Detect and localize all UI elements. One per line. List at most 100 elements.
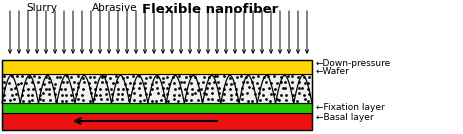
Point	[123, 88, 131, 90]
Point	[121, 83, 128, 85]
Point	[42, 88, 49, 90]
Point	[281, 87, 288, 89]
Point	[260, 75, 267, 78]
Point	[230, 82, 238, 84]
Point	[45, 93, 52, 95]
Point	[28, 81, 35, 83]
Point	[233, 76, 240, 78]
Point	[125, 99, 132, 101]
Point	[152, 100, 160, 102]
Point	[277, 81, 284, 83]
Point	[59, 81, 66, 83]
Point	[244, 99, 251, 102]
Point	[125, 94, 133, 96]
Point	[118, 98, 125, 100]
Point	[53, 100, 60, 102]
Point	[304, 82, 311, 84]
Point	[69, 88, 76, 90]
Point	[175, 75, 182, 78]
Text: Abrasive: Abrasive	[92, 3, 138, 13]
Point	[208, 87, 215, 89]
Point	[209, 81, 217, 83]
Point	[0, 81, 8, 83]
Point	[188, 93, 195, 95]
Point	[170, 94, 178, 96]
Point	[113, 81, 121, 83]
Point	[266, 82, 274, 84]
Point	[194, 89, 201, 91]
Point	[67, 76, 75, 78]
Point	[23, 82, 30, 84]
Point	[91, 98, 98, 100]
Point	[169, 75, 176, 78]
Point	[237, 75, 244, 77]
Point	[141, 82, 148, 84]
Point	[45, 81, 53, 83]
Point	[208, 98, 216, 100]
Point	[80, 81, 87, 83]
Point	[300, 98, 307, 100]
Point	[203, 87, 210, 90]
Point	[243, 81, 250, 83]
Point	[298, 87, 305, 89]
Point	[255, 92, 263, 94]
Point	[238, 87, 245, 89]
Point	[86, 82, 93, 84]
Point	[270, 93, 277, 95]
Point	[1, 75, 8, 77]
Point	[17, 82, 25, 84]
Point	[266, 93, 274, 95]
Point	[287, 81, 294, 83]
Point	[63, 75, 71, 77]
Point	[194, 82, 201, 84]
Point	[75, 75, 82, 77]
Point	[112, 75, 119, 77]
Point	[29, 88, 37, 90]
Point	[108, 99, 115, 101]
Point	[281, 81, 288, 83]
Point	[6, 82, 13, 85]
Point	[114, 93, 121, 95]
Point	[142, 77, 149, 79]
Point	[300, 82, 308, 84]
Point	[74, 82, 81, 84]
Point	[79, 98, 87, 101]
Point	[19, 100, 27, 102]
Point	[74, 98, 81, 100]
Point	[63, 94, 70, 96]
Point	[266, 100, 274, 102]
Point	[243, 92, 250, 94]
Point	[152, 81, 160, 83]
Point	[242, 76, 250, 78]
Point	[153, 87, 160, 89]
Point	[304, 88, 311, 90]
Point	[102, 88, 109, 90]
Point	[136, 100, 144, 102]
Point	[74, 86, 81, 89]
Point	[163, 93, 171, 96]
Point	[79, 77, 86, 79]
Point	[261, 81, 269, 83]
Point	[87, 87, 94, 89]
Point	[62, 88, 69, 90]
Point	[226, 88, 233, 90]
Point	[182, 76, 190, 78]
Point	[129, 75, 137, 77]
Point	[39, 99, 46, 101]
Point	[219, 75, 227, 77]
Point	[244, 86, 252, 89]
Point	[130, 92, 138, 94]
Point	[255, 87, 263, 89]
Point	[256, 99, 263, 101]
Point	[37, 98, 44, 100]
Point	[109, 82, 116, 84]
Point	[8, 94, 15, 96]
Point	[86, 99, 94, 102]
Point	[51, 93, 58, 95]
Point	[137, 82, 144, 85]
Point	[131, 99, 138, 101]
Point	[219, 99, 226, 101]
Point	[288, 87, 295, 89]
Point	[57, 88, 64, 90]
Point	[146, 93, 153, 95]
